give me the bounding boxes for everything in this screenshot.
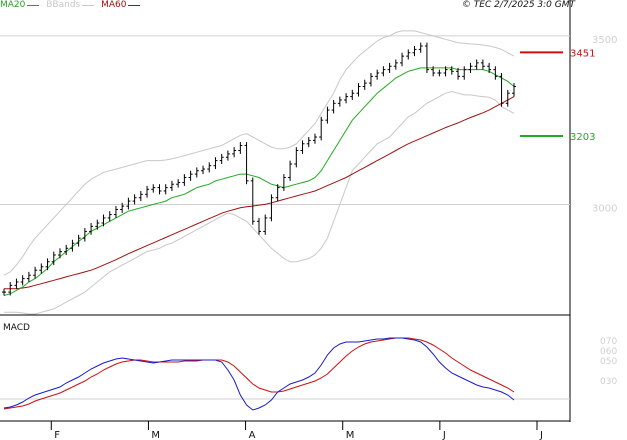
macd-title: MACD	[3, 323, 30, 333]
ma20-line	[3, 67, 515, 296]
macd-tick-label: 070	[600, 337, 617, 347]
price-levels: 3451 3203	[520, 48, 595, 143]
x-tick-label: F	[54, 430, 60, 440]
ma20-series	[3, 67, 515, 296]
legend-ma20: MA20	[0, 0, 43, 12]
macd-tick-label: 030	[600, 377, 617, 387]
ma60-line	[4, 96, 515, 290]
x-tick-label: J	[539, 430, 543, 440]
macd-line	[3, 337, 515, 411]
legend: MA20 BBands MA60	[0, 0, 144, 13]
bollinger-bands	[3, 30, 515, 315]
x-tick-label: J	[442, 430, 446, 440]
macd-tick-label: 060	[600, 347, 617, 357]
bband-upper	[3, 30, 515, 276]
credit-text: © TEC 2/7/2025 3:0 GMT	[461, 0, 575, 10]
x-tick-label: A	[249, 430, 256, 440]
price-bars	[2, 42, 516, 296]
price-tick-label: 3000	[592, 203, 617, 214]
legend-bbands: BBands	[46, 0, 98, 12]
macd-signal-line	[3, 337, 515, 410]
ma60-series	[4, 96, 515, 290]
macd-tick-label: 050	[600, 357, 617, 367]
bband-lower	[4, 90, 515, 315]
x-tick-label: M	[346, 430, 355, 440]
level-label: 3203	[570, 132, 595, 143]
legend-ma60: MA60	[101, 0, 144, 12]
macd-lines	[3, 337, 515, 411]
x-tick-label: M	[151, 430, 160, 440]
price-tick-label: 3500	[592, 35, 617, 46]
level-label: 3451	[570, 48, 595, 59]
